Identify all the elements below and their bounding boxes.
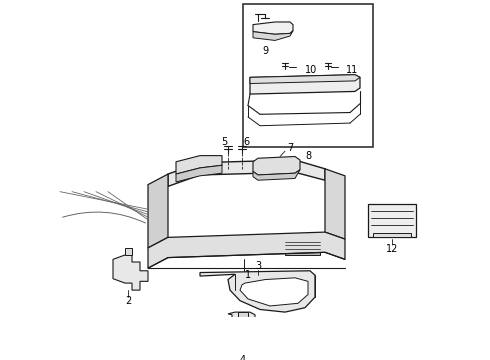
- Text: 1: 1: [245, 270, 251, 280]
- Polygon shape: [168, 160, 325, 186]
- Bar: [243, 4, 373, 147]
- Text: 3: 3: [255, 261, 261, 271]
- Polygon shape: [240, 278, 308, 306]
- Text: 2: 2: [125, 296, 131, 306]
- Polygon shape: [250, 75, 360, 94]
- Text: 4: 4: [240, 355, 246, 360]
- Polygon shape: [176, 165, 222, 182]
- Text: 8: 8: [305, 150, 311, 161]
- Polygon shape: [148, 174, 168, 248]
- Polygon shape: [148, 232, 345, 268]
- Bar: [285, 239, 320, 255]
- Polygon shape: [325, 169, 345, 239]
- Polygon shape: [253, 170, 300, 180]
- Text: 12: 12: [386, 244, 398, 254]
- Polygon shape: [125, 248, 132, 255]
- Text: 9: 9: [262, 46, 268, 56]
- Polygon shape: [253, 22, 293, 34]
- Text: 5: 5: [221, 138, 227, 148]
- Polygon shape: [176, 156, 222, 174]
- Polygon shape: [253, 157, 300, 175]
- Polygon shape: [228, 312, 260, 350]
- Polygon shape: [113, 255, 148, 290]
- Polygon shape: [200, 271, 315, 312]
- Text: 7: 7: [287, 143, 293, 153]
- Text: 11: 11: [346, 65, 358, 75]
- Bar: [373, 233, 411, 237]
- Text: 6: 6: [243, 138, 249, 148]
- Polygon shape: [238, 312, 248, 332]
- Polygon shape: [253, 31, 293, 40]
- Bar: [368, 204, 416, 237]
- Text: 10: 10: [305, 65, 317, 75]
- Polygon shape: [250, 75, 360, 84]
